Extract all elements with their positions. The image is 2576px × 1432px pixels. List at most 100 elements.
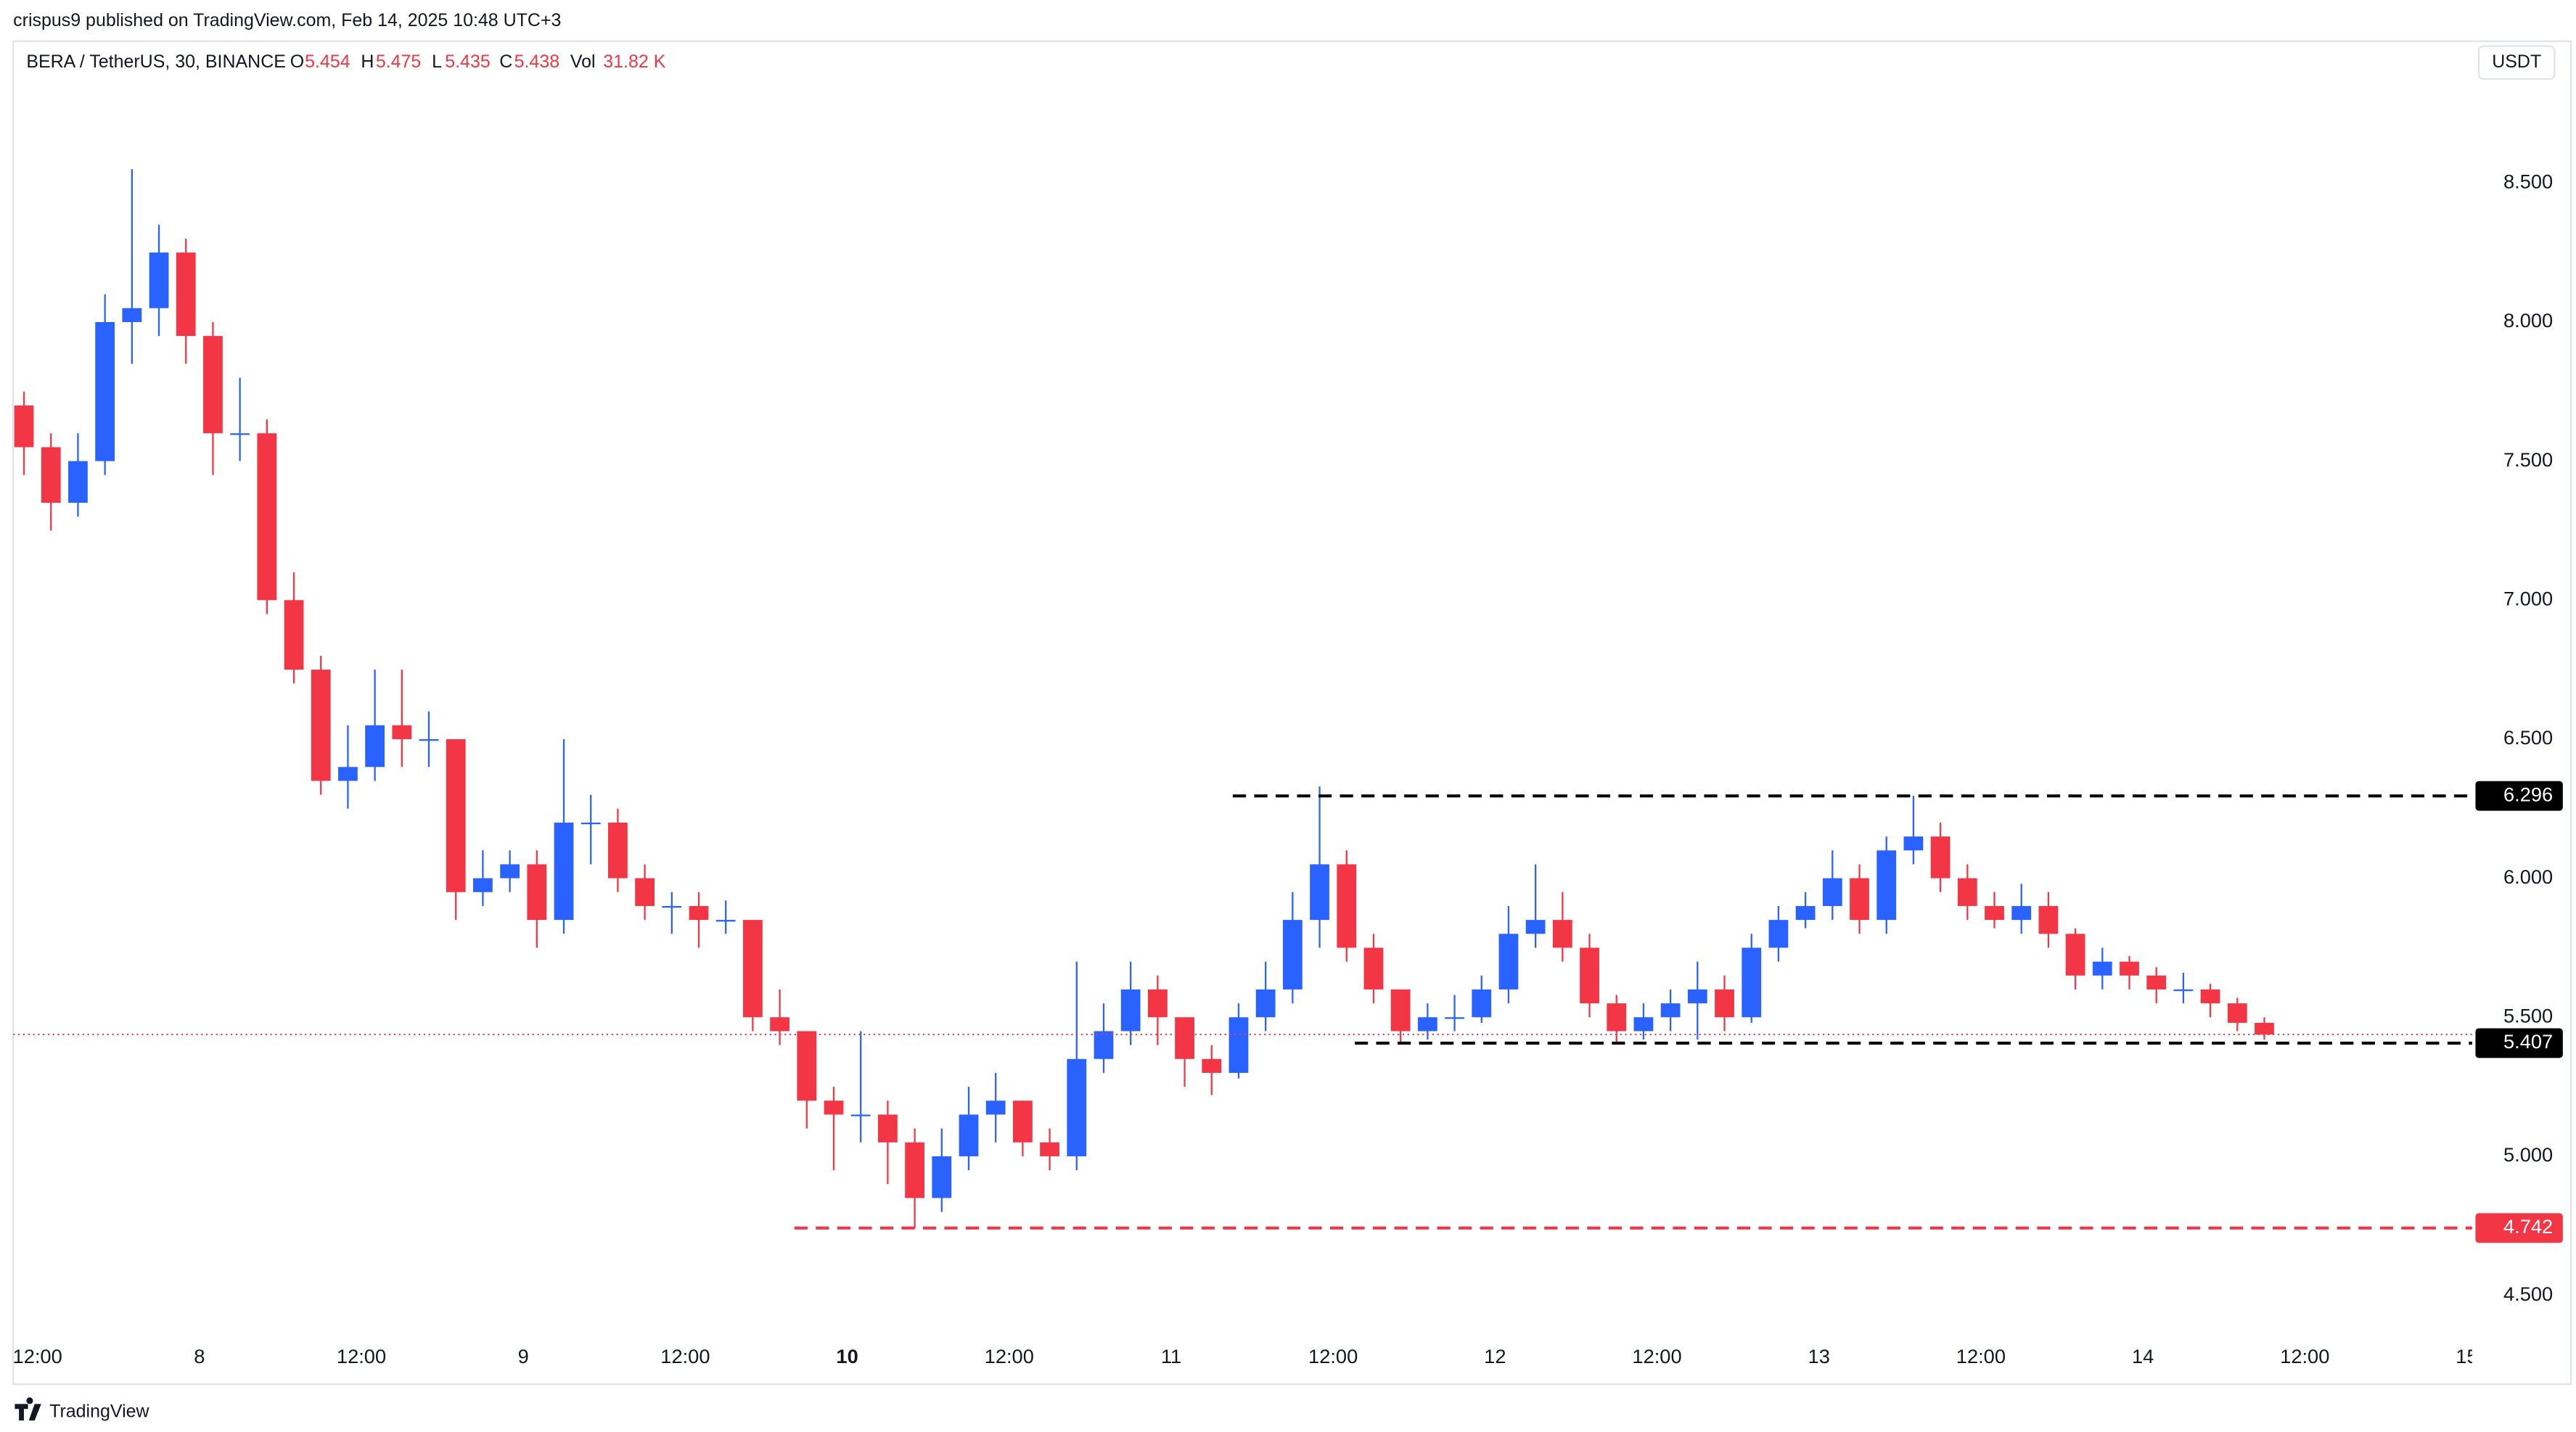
currency-box[interactable] xyxy=(2477,45,2556,81)
candle-body xyxy=(877,1114,898,1143)
legend-open: 5.454 xyxy=(305,52,350,72)
x-tick-label: 12:00 xyxy=(660,1345,710,1367)
candle-body xyxy=(1985,905,2004,921)
level-label: 5.407 xyxy=(2503,1030,2553,1053)
candle-body xyxy=(1228,1017,1249,1073)
candle-body xyxy=(1445,1017,1464,1019)
candle-body xyxy=(1040,1142,1059,1156)
candle-body xyxy=(1390,989,1411,1032)
level-label: 6.296 xyxy=(2503,783,2553,805)
candle-body xyxy=(1282,920,1303,989)
y-tick-label: 4.500 xyxy=(2503,1283,2553,1305)
candle-body xyxy=(1337,864,1357,948)
candle-body xyxy=(176,252,196,337)
x-tick-label: 12:00 xyxy=(1308,1345,1358,1367)
candle-body xyxy=(770,1017,789,1032)
candle-body xyxy=(2200,989,2220,1004)
candle-body xyxy=(1822,878,1842,906)
axes: 4.500 5.000 5.500 6.000 6.500 7.000 7.500 8.000… xyxy=(13,170,2563,1367)
y-tick-label: 8.000 xyxy=(2503,309,2553,332)
x-tick-label: 12:00 xyxy=(337,1345,386,1367)
y-tick-label: 5.000 xyxy=(2503,1143,2553,1166)
candle-body xyxy=(446,738,466,892)
candle-body xyxy=(1930,836,1951,878)
x-tick-label: 15 xyxy=(2456,1345,2477,1367)
candle-body xyxy=(824,1100,844,1115)
candle-body xyxy=(689,905,709,921)
candle-body xyxy=(14,405,34,448)
y-tick-label: 8.500 xyxy=(2503,170,2553,192)
candle-body xyxy=(1175,1017,1194,1059)
candle-body xyxy=(527,864,547,921)
candle-body xyxy=(1687,989,1707,1004)
candle-body xyxy=(2120,961,2139,976)
candle-body xyxy=(311,670,331,781)
candle-body xyxy=(715,920,736,922)
candle-body xyxy=(1552,920,1572,948)
candle-body xyxy=(1012,1100,1033,1143)
x-tick-label: 8 xyxy=(194,1345,205,1367)
candle-body xyxy=(2227,1003,2247,1023)
candle-body xyxy=(905,1142,924,1198)
candle-body xyxy=(1310,864,1329,921)
candle-body xyxy=(1957,878,1977,906)
legend-open-label: O xyxy=(290,52,304,72)
y-tick-label: 5.500 xyxy=(2503,1004,2553,1026)
brand-logo: TradingView xyxy=(15,1397,149,1421)
x-axis: 12:00 8 12:00 9 12:00 10 12:00 11 12:00 12 12:00 13… xyxy=(13,1345,2477,1367)
x-tick-label: 11 xyxy=(1161,1345,1181,1367)
currency[interactable]: USDT xyxy=(2492,52,2541,72)
candle-body xyxy=(1120,989,1141,1032)
chart-frame xyxy=(12,40,2572,1386)
candle-body xyxy=(2173,989,2194,992)
legend-volume-label: Vol xyxy=(570,52,596,72)
x-tick-label: 14 xyxy=(2132,1345,2154,1367)
legend-close-label: C xyxy=(499,52,512,72)
brand: TradingView xyxy=(49,1401,149,1421)
candle-body xyxy=(662,905,682,908)
level-label-box xyxy=(2475,1213,2563,1243)
candle-body xyxy=(203,336,223,434)
candle-body xyxy=(1525,920,1546,934)
symbol: BERA / TetherUS, 30, BINANCE xyxy=(26,52,286,72)
candle-body xyxy=(230,433,250,435)
x-tick-label: 12:00 xyxy=(2280,1345,2329,1367)
candle-body xyxy=(284,600,304,670)
candle-body xyxy=(2038,905,2059,934)
level-label-box xyxy=(2475,781,2563,811)
candle-body xyxy=(581,822,601,825)
candle-body xyxy=(1660,1003,1681,1018)
candle-body xyxy=(1094,1031,1114,1059)
pane xyxy=(13,169,2472,1230)
candle-body xyxy=(1903,836,1924,851)
candle-body xyxy=(1742,947,1762,1018)
candle-body xyxy=(257,433,277,601)
candle-body xyxy=(797,1031,817,1101)
candle-body xyxy=(1472,989,1492,1018)
candle-body xyxy=(473,878,493,892)
x-tick-label: 12:00 xyxy=(1632,1345,1681,1367)
candle-body xyxy=(1417,1017,1437,1032)
candle-body xyxy=(1850,878,1869,921)
candle-body xyxy=(850,1114,871,1116)
candle-body xyxy=(1498,934,1519,989)
candle-body xyxy=(2146,975,2167,989)
x-tick-label: 13 xyxy=(1808,1345,1830,1367)
x-tick-label: 12:00 xyxy=(13,1345,62,1367)
y-tick-label: 7.500 xyxy=(2503,448,2553,471)
candle-body xyxy=(743,920,763,1018)
legend-close: 5.438 xyxy=(514,52,559,72)
candle-body xyxy=(41,447,61,503)
candle-body xyxy=(1255,989,1276,1018)
legend-low: 5.435 xyxy=(445,52,490,72)
candle-body xyxy=(1580,947,1599,1004)
candle-body xyxy=(122,308,142,322)
x-tick-label: 12:00 xyxy=(985,1345,1034,1367)
candle-body xyxy=(554,822,574,921)
legend-low-label: L xyxy=(432,52,442,72)
level-label-box xyxy=(2475,1028,2563,1058)
legend-high-label: H xyxy=(361,52,374,72)
